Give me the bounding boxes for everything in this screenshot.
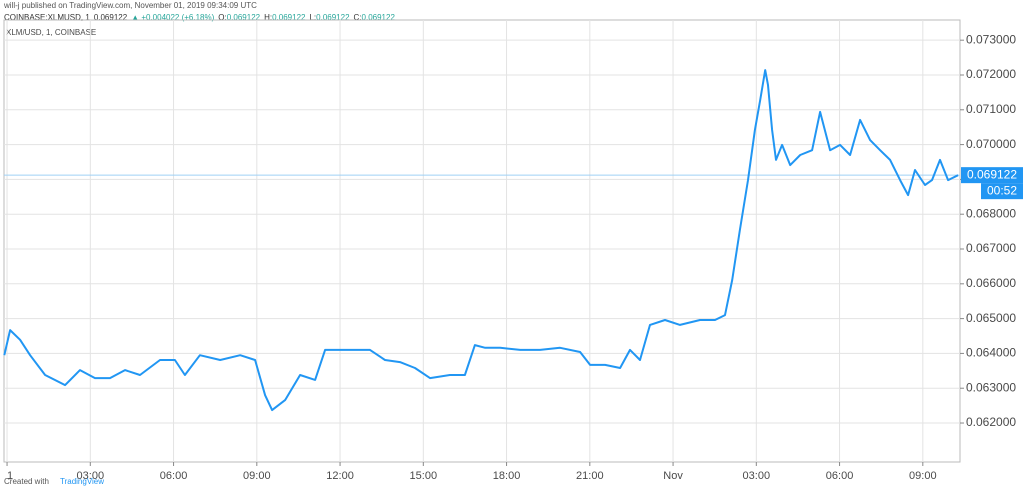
ohlc-value: 0.069122: [316, 13, 350, 22]
x-tick-label: 03:00: [743, 470, 771, 482]
y-tick-label: 0.071000: [966, 102, 1016, 116]
x-tick-label: 1: [7, 470, 13, 482]
y-tick-label: 0.070000: [966, 137, 1016, 151]
close: 0.069122: [94, 13, 128, 22]
x-tick-label: Nov: [663, 470, 683, 482]
ohlc-value: 0.069122: [362, 13, 396, 22]
x-tick-label: 12:00: [326, 470, 354, 482]
last-price-label: 0.069122: [967, 167, 1017, 181]
x-tick-label: 21:00: [576, 470, 604, 482]
x-tick-label: 18:00: [493, 470, 521, 482]
ohlc-label: H:: [264, 13, 272, 22]
y-tick-label: 0.065000: [966, 311, 1016, 325]
x-tick-label: 09:00: [909, 470, 937, 482]
ohlc-label: L:: [309, 13, 316, 22]
y-tick-label: 0.067000: [966, 241, 1016, 255]
price-line: [3, 69, 959, 412]
y-tick-label: 0.062000: [966, 415, 1016, 429]
x-tick-label: 06:00: [826, 470, 854, 482]
x-tick-label: 15:00: [410, 470, 438, 482]
y-tick-label: 0.068000: [966, 206, 1016, 220]
x-tick-label: 03:00: [77, 470, 105, 482]
y-tick-label: 0.064000: [966, 346, 1016, 360]
x-tick-label: 09:00: [243, 470, 271, 482]
symbol-line: COINBASE:XLMUSD, 1 0.069122 ▲ +0.004022 (+…: [4, 13, 395, 22]
chart-title: XLM/USD, 1, COINBASE: [6, 28, 96, 37]
y-tick-label: 0.063000: [966, 380, 1016, 394]
last-price-box: [961, 167, 1023, 184]
y-tick-label: 0.073000: [966, 32, 1016, 46]
ohlc-label: O:: [218, 13, 226, 22]
ohlc-value: 0.069122: [227, 13, 261, 22]
publisher: will-j published on TradingView.com, Nov…: [3, 1, 257, 10]
countdown-box: [981, 183, 1023, 200]
plot-border: [3, 19, 961, 463]
x-tick-label: 06:00: [160, 470, 188, 482]
plot: 0.062000 0.063000 0.064000 0.065000 0.066000…: [3, 19, 1023, 482]
footer-brand: TradingView: [60, 477, 104, 486]
ohlc-value: 0.069122: [272, 13, 306, 22]
change: ▲ +0.004022 (+6.18%): [131, 13, 214, 22]
y-tick-label: 0.066000: [966, 276, 1016, 290]
y-tick-label: 0.072000: [966, 67, 1016, 81]
footer-created: Created with: [4, 477, 49, 486]
symbol: COINBASE:XLMUSD, 1: [4, 13, 90, 22]
countdown-label: 00:52: [987, 183, 1017, 197]
ohlc-label: C:: [354, 13, 362, 22]
